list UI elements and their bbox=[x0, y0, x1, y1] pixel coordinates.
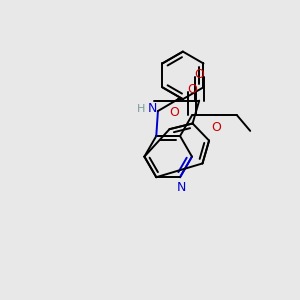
Text: N: N bbox=[177, 182, 186, 194]
Text: O: O bbox=[194, 68, 204, 81]
Text: O: O bbox=[169, 106, 179, 119]
Text: O: O bbox=[187, 83, 197, 96]
Text: O: O bbox=[211, 121, 221, 134]
Text: N: N bbox=[147, 102, 157, 115]
Text: H: H bbox=[137, 104, 146, 114]
